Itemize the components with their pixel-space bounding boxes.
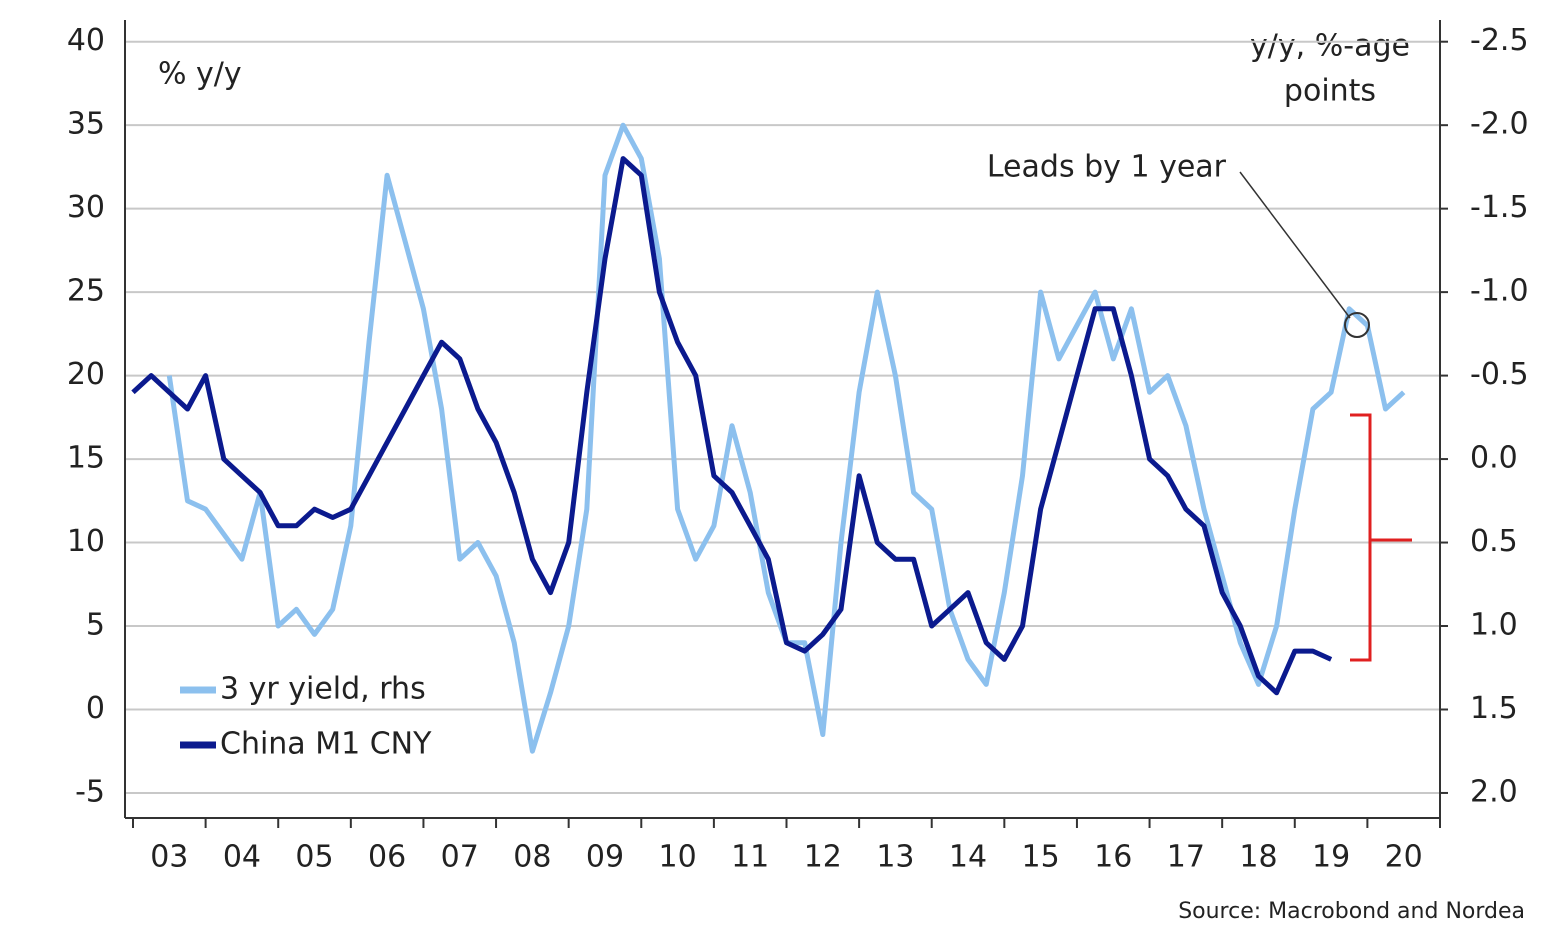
y2-tick-label: -1.0 (1470, 274, 1529, 309)
bracket (1350, 413, 1412, 662)
left-unit: % y/y (158, 57, 242, 92)
x-tick-label: 16 (1094, 840, 1132, 875)
annotation: Leads by 1 year (987, 150, 1227, 185)
y-tick-label: 30 (67, 190, 105, 225)
y-tick-label: 35 (67, 107, 105, 142)
x-tick-label: 05 (295, 840, 333, 875)
x-tick-label: 04 (223, 840, 261, 875)
x-tick-label: 11 (731, 840, 769, 875)
y2-tick-label: -2.0 (1470, 107, 1529, 142)
x-tick-label: 09 (586, 840, 624, 875)
right-unit: points (1284, 74, 1376, 109)
y2-tick-label: -2.5 (1470, 23, 1529, 58)
x-tick-label: 06 (368, 840, 406, 875)
x-tick-label: 08 (513, 840, 551, 875)
y2-tick-label: 1.5 (1470, 691, 1518, 726)
y-tick-label: 20 (67, 357, 105, 392)
x-tick-label: 18 (1239, 840, 1277, 875)
y2-tick-label: 1.0 (1470, 608, 1518, 643)
y2-tick-label: -0.5 (1470, 357, 1529, 392)
x-tick-label: 15 (1022, 840, 1060, 875)
x-tick-label: 14 (949, 840, 987, 875)
annotation-arrow (1239, 171, 1351, 319)
source: Source: Macrobond and Nordea (1178, 899, 1525, 924)
x-tick-label: 10 (658, 840, 696, 875)
x-tick-label: 19 (1312, 840, 1350, 875)
y-tick-label: 5 (86, 608, 105, 643)
y2-tick-label: 2.0 (1470, 774, 1518, 809)
y2-tick-label: 0.5 (1470, 524, 1518, 559)
right-unit: y/y, %-age (1250, 29, 1410, 64)
x-tick-label: 13 (876, 840, 914, 875)
y-tick-label: 15 (67, 441, 105, 476)
y-tick-label: 0 (86, 691, 105, 726)
annotation-circle (1344, 312, 1370, 338)
y2-tick-label: -1.5 (1470, 190, 1529, 225)
x-tick-label: 12 (804, 840, 842, 875)
series-line (131, 156, 1333, 696)
series-line (166, 122, 1406, 754)
x-tick-label: 07 (441, 840, 479, 875)
y2-tick-label: 0.0 (1470, 441, 1518, 476)
x-tick-label: 17 (1167, 840, 1205, 875)
y-tick-label: -5 (75, 774, 105, 809)
x-tick-label: 20 (1385, 840, 1423, 875)
legend-label: 3 yr yield, rhs (220, 672, 426, 707)
legend-label: China M1 CNY (220, 727, 432, 762)
y-tick-label: 10 (67, 524, 105, 559)
y-tick-label: 40 (67, 23, 105, 58)
y-tick-label: 25 (67, 274, 105, 309)
x-tick-label: 03 (150, 840, 188, 875)
